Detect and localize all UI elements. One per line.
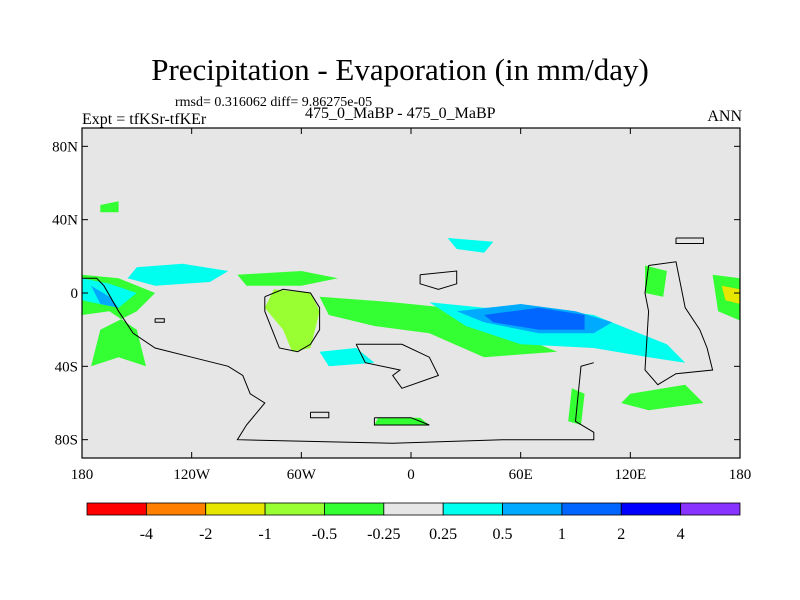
field-patch bbox=[721, 285, 740, 304]
colorbar-label: 2 bbox=[617, 526, 625, 543]
field-patch bbox=[100, 201, 119, 213]
x-axis-labels: 180 120W 60W 0 60E 120E 180 bbox=[71, 467, 752, 483]
colorbar-label: 0.25 bbox=[429, 526, 457, 543]
y-tick-label: 80S bbox=[55, 433, 78, 449]
colorbar-label: 4 bbox=[677, 526, 685, 543]
colorbar-swatch bbox=[620, 502, 682, 516]
coastline-path bbox=[419, 270, 458, 290]
x-tick-label: 120E bbox=[614, 467, 646, 483]
coastline-path bbox=[310, 411, 330, 419]
field-patch bbox=[568, 388, 585, 425]
colorbar-swatch bbox=[205, 502, 266, 516]
field-patch bbox=[447, 238, 494, 253]
colorbar-label: 1 bbox=[558, 526, 566, 543]
colorbar-swatch bbox=[86, 502, 147, 516]
field-patch bbox=[82, 278, 137, 308]
colorbar-swatch bbox=[502, 502, 563, 516]
case-label: 475_0_MaBP - 475_0_MaBP bbox=[305, 105, 496, 122]
field-patch bbox=[621, 384, 704, 411]
coastline-layer bbox=[82, 237, 714, 444]
colorbar-swatch bbox=[442, 502, 503, 516]
field-patch bbox=[264, 289, 320, 352]
plot-frame bbox=[81, 127, 741, 459]
experiment-label: Expt = tfKSr-tfKEr bbox=[82, 111, 207, 128]
x-tick-label: 60W bbox=[287, 467, 317, 483]
field-patch bbox=[645, 265, 667, 297]
coastline-path bbox=[264, 288, 321, 353]
x-tick-label: 0 bbox=[407, 467, 415, 483]
season-label: ANN bbox=[707, 108, 742, 125]
x-tick-label: 180 bbox=[71, 467, 94, 483]
colorbar-label: -2 bbox=[199, 526, 212, 543]
colorbar-swatch bbox=[383, 502, 444, 516]
colorbar-label: -0.25 bbox=[367, 526, 400, 543]
field-patch bbox=[319, 296, 558, 358]
field-layer bbox=[82, 128, 740, 458]
colorbar-label: -0.5 bbox=[312, 526, 337, 543]
colorbar: -4 -2 -1 -0.5 -0.25 0.25 0.5 1 2 4 bbox=[86, 502, 741, 543]
stats-label: rmsd= 0.316062 diff= 9.86275e-05 bbox=[175, 95, 373, 110]
colorbar-swatch bbox=[561, 502, 622, 516]
y-tick-label: 0 bbox=[71, 286, 79, 302]
y-tick-label: 80N bbox=[52, 139, 78, 155]
field-patch bbox=[91, 285, 119, 308]
coastline-path bbox=[82, 277, 595, 444]
coastline-path bbox=[154, 318, 165, 323]
coastline-path bbox=[675, 237, 704, 244]
field-patch bbox=[484, 307, 585, 330]
colorbar-swatch bbox=[680, 502, 741, 516]
y-tick-label: 40N bbox=[52, 213, 78, 229]
colorbar-swatch bbox=[145, 502, 207, 516]
x-tick-label: 180 bbox=[729, 467, 752, 483]
colorbar-label: -4 bbox=[140, 526, 153, 543]
x-tick-label: 120W bbox=[173, 467, 211, 483]
field-patch bbox=[127, 263, 229, 286]
colorbar-swatch bbox=[264, 502, 325, 516]
y-axis-labels: 80N 40N 0 40S 80S bbox=[52, 139, 78, 448]
coastline-path bbox=[373, 417, 430, 426]
coastline-path bbox=[355, 343, 440, 389]
chart-title: Precipitation - Evaporation (in mm/day) bbox=[151, 52, 649, 87]
colorbar-swatch bbox=[324, 502, 385, 516]
y-tick-label: 40S bbox=[55, 359, 78, 375]
x-tick-label: 60E bbox=[509, 467, 533, 483]
plot-background bbox=[82, 128, 740, 458]
colorbar-label: 0.5 bbox=[493, 526, 513, 543]
field-patch bbox=[237, 271, 338, 286]
colorbar-label: -1 bbox=[258, 526, 271, 543]
coastline-path bbox=[644, 261, 714, 386]
